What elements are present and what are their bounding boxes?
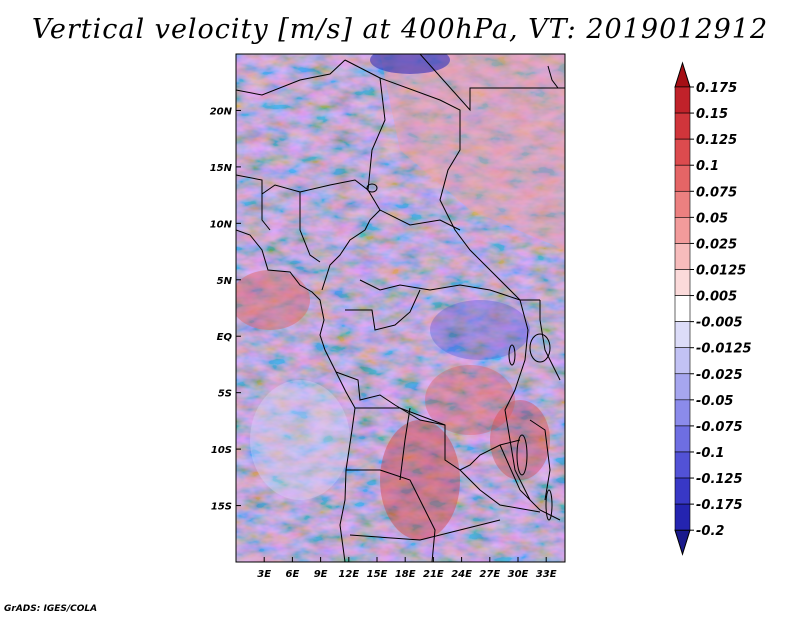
velocity-field xyxy=(236,54,565,562)
colorbar-label: -0.05 xyxy=(696,394,733,409)
colorbar-swatch xyxy=(674,164,691,192)
lon-tick-label: 21E xyxy=(423,569,444,580)
colorbar-label: -0.2 xyxy=(696,524,724,539)
colorbar-label: 0.125 xyxy=(696,133,737,148)
colorbar-label: -0.125 xyxy=(696,472,743,487)
colorbar-label: -0.1 xyxy=(696,446,724,461)
colorbar-swatch xyxy=(674,217,691,244)
lon-tick-label: 6E xyxy=(286,569,300,580)
colorbar-swatch xyxy=(674,269,691,296)
axis-ticks xyxy=(236,109,547,562)
lon-tick-label: 9E xyxy=(314,569,328,580)
colorbar-label: 0.05 xyxy=(696,211,728,226)
lat-tick-label: 20N xyxy=(210,106,233,117)
colorbar-top-arrow xyxy=(674,61,691,88)
lon-tick-label: 24E xyxy=(451,569,472,580)
colorbar-label: 0.1 xyxy=(696,159,719,174)
colorbar-swatch xyxy=(674,86,691,114)
colorbar-swatch xyxy=(674,112,691,140)
colorbar-label: 0.005 xyxy=(696,290,737,305)
latitude-labels: 20N 15N 10N 5N EQ 5S 10S 15S xyxy=(210,106,233,512)
colorbar-swatch xyxy=(674,373,691,401)
colorbar-label: 0.075 xyxy=(696,185,737,200)
lat-tick-label: 10S xyxy=(211,445,232,456)
colorbar-label: 0.15 xyxy=(696,107,728,122)
colorbar-label: -0.175 xyxy=(696,498,743,513)
colorbar-swatch xyxy=(674,399,691,427)
colorbar-labels: 0.175 0.15 0.125 0.1 0.075 0.05 0.025 0.0125 0.0… xyxy=(696,81,752,539)
country-borders xyxy=(236,54,565,562)
lat-tick-label: EQ xyxy=(217,332,233,343)
lon-tick-label: 33E xyxy=(536,569,557,580)
colorbar-swatch xyxy=(674,477,691,505)
lat-tick-label: 5S xyxy=(218,389,232,400)
colorbar-label: -0.0125 xyxy=(696,342,752,357)
lat-tick-label: 15S xyxy=(211,502,232,513)
colorbar xyxy=(674,61,694,556)
colorbar-swatch xyxy=(674,243,691,270)
colorbar-swatch xyxy=(674,321,691,349)
colorbar-swatch xyxy=(674,295,691,322)
lon-tick-label: 12E xyxy=(338,569,359,580)
lon-tick-label: 18E xyxy=(395,569,416,580)
map-frame xyxy=(235,53,566,563)
colorbar-label: -0.005 xyxy=(696,316,743,331)
chart-title: Vertical velocity [m/s] at 400hPa, VT: 2… xyxy=(31,14,769,45)
lat-tick-label: 15N xyxy=(210,163,233,174)
lon-tick-label: 27E xyxy=(479,569,500,580)
colorbar-swatch xyxy=(674,138,691,166)
colorbar-swatch xyxy=(674,425,691,453)
grads-credit: GrADS: IGES/COLA xyxy=(4,604,98,614)
colorbar-label: 0.175 xyxy=(696,81,737,96)
colorbar-label: -0.025 xyxy=(696,368,743,383)
colorbar-label: 0.025 xyxy=(696,237,737,252)
colorbar-swatch xyxy=(674,451,691,479)
lakes xyxy=(366,183,553,521)
colorbar-swatch xyxy=(674,190,691,218)
lon-tick-label: 3E xyxy=(257,569,271,580)
colorbar-swatch xyxy=(674,503,691,531)
longitude-labels: 3E 6E 9E 12E 15E 18E 21E 24E 27E 30E 33E xyxy=(257,569,556,580)
lat-tick-label: 10N xyxy=(210,219,233,230)
lon-tick-label: 30E xyxy=(508,569,529,580)
colorbar-swatch xyxy=(674,347,691,375)
colorbar-label: 0.0125 xyxy=(696,263,746,278)
lon-tick-label: 15E xyxy=(367,569,388,580)
colorbar-bottom-arrow xyxy=(674,529,691,556)
lat-tick-label: 5N xyxy=(217,276,233,287)
colorbar-label: -0.075 xyxy=(696,420,743,435)
